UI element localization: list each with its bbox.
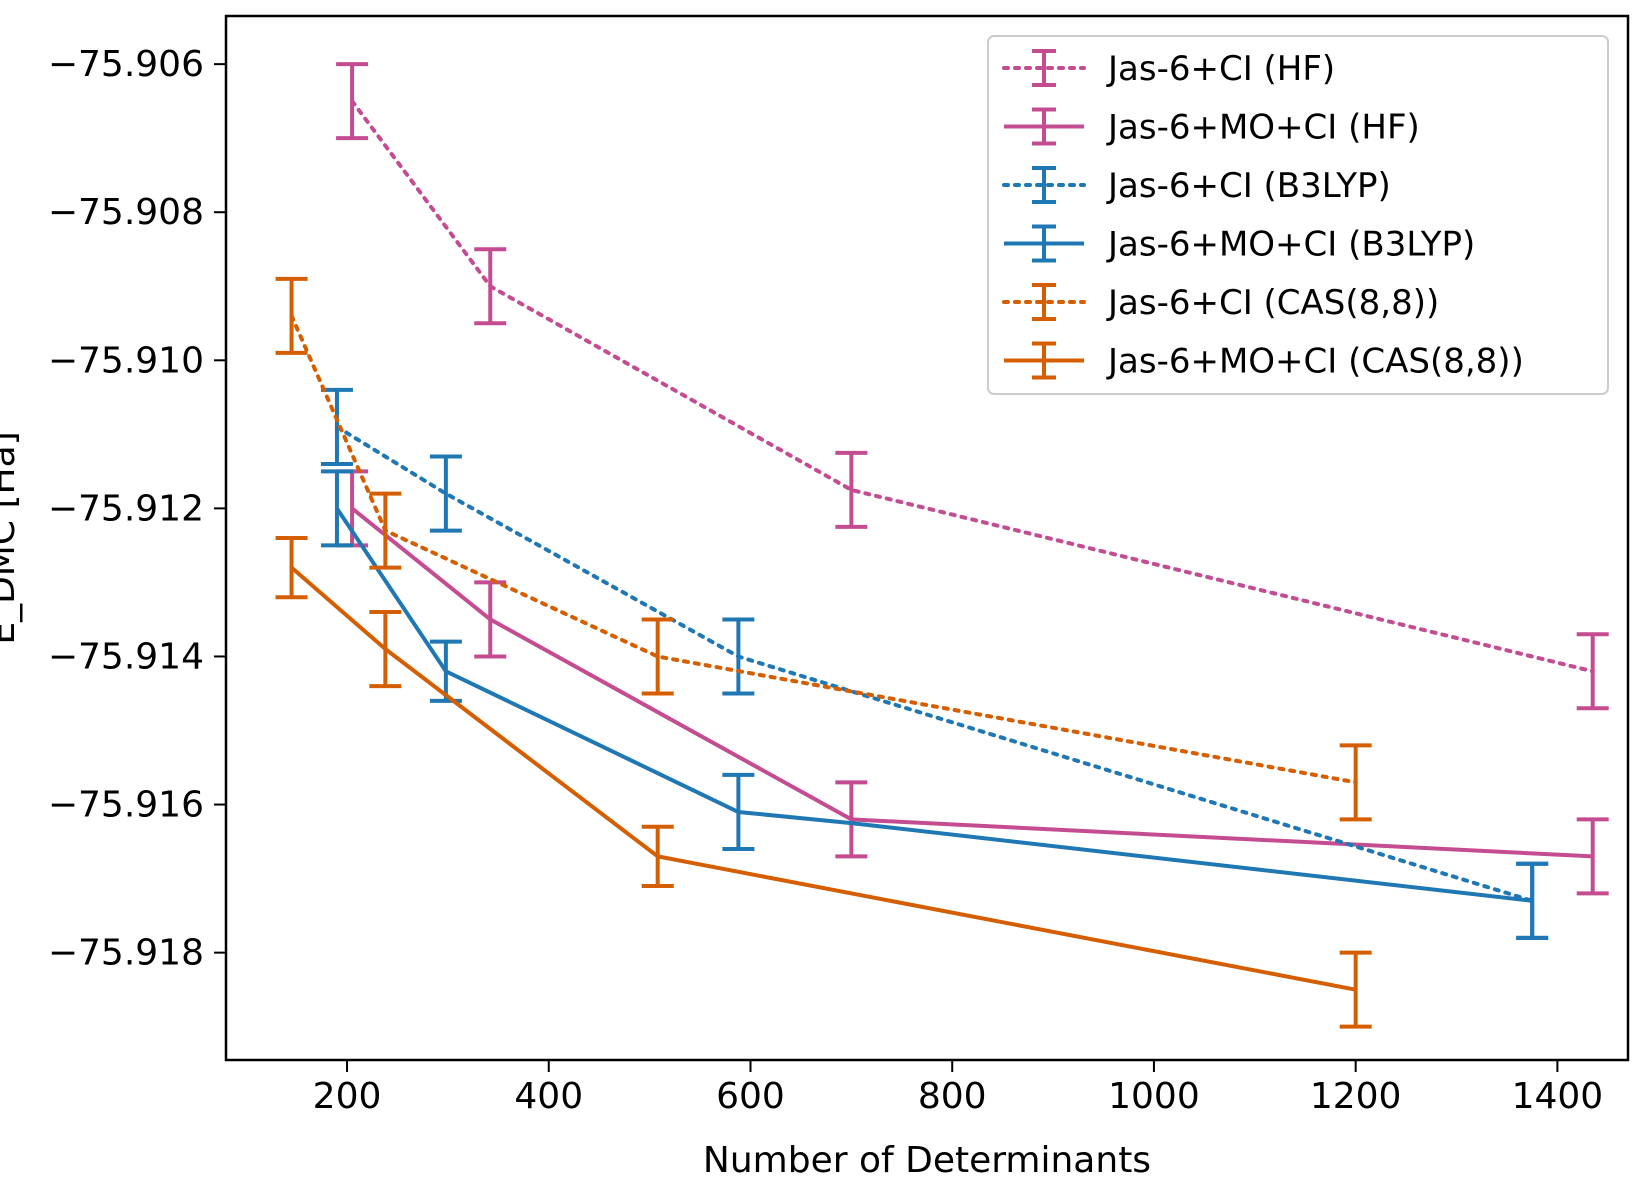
x-tick-label: 600 xyxy=(716,1076,785,1117)
legend: Jas-6+CI (HF) Jas-6+MO+CI (HF) Jas-6+CI (B… xyxy=(987,35,1609,395)
x-tick-label: 800 xyxy=(918,1076,987,1117)
x-tick-label: 200 xyxy=(313,1076,382,1117)
series-line xyxy=(350,99,1595,674)
series-0 xyxy=(336,62,1609,711)
series-2 xyxy=(320,387,1549,940)
series-line xyxy=(334,424,1535,903)
y-tick-label: −75.916 xyxy=(48,785,204,826)
y-tick-label: −75.906 xyxy=(48,44,204,85)
error-bar xyxy=(429,454,462,533)
legend-item: Jas-6+MO+CI (CAS(8,8)) xyxy=(1004,341,1524,382)
error-bar xyxy=(641,617,674,696)
x-tick-label: 1000 xyxy=(1108,1076,1200,1117)
y-tick-label: −75.908 xyxy=(48,192,204,233)
error-bar xyxy=(1576,817,1609,896)
error-bar xyxy=(474,580,507,659)
plot-frame xyxy=(224,14,1630,1062)
error-bar xyxy=(1576,632,1609,711)
error-bar xyxy=(722,772,755,851)
series-3 xyxy=(320,469,1549,940)
error-bar xyxy=(369,610,402,689)
y-axis-label: E_DMC [Ha] xyxy=(0,431,23,644)
legend-item: Jas-6+MO+CI (HF) xyxy=(1004,107,1420,148)
y-axis: −75.906 −75.908 −75.910 −75.912 −75.914 −75.9… xyxy=(48,44,226,974)
error-bar xyxy=(835,450,868,529)
error-bar xyxy=(429,639,462,703)
series-5 xyxy=(275,536,1372,1029)
legend-item: Jas-6+CI (CAS(8,8)) xyxy=(1002,283,1439,323)
x-tick-label: 1200 xyxy=(1310,1076,1402,1117)
x-axis: 200 400 600 800 1000 1200 1400 xyxy=(313,1060,1604,1117)
legend-box xyxy=(987,35,1609,395)
legend-label: Jas-6+CI (HF) xyxy=(1106,49,1335,89)
y-tick-label: −75.912 xyxy=(48,488,204,529)
series-1 xyxy=(336,469,1609,896)
error-bar xyxy=(369,491,402,570)
series-line xyxy=(350,506,1593,859)
y-tick-label: −75.918 xyxy=(48,933,204,974)
error-bar xyxy=(320,469,353,548)
error-bar xyxy=(320,387,353,466)
legend-label: Jas-6+CI (B3LYP) xyxy=(1106,166,1391,206)
error-bar xyxy=(336,62,369,141)
series-line xyxy=(289,313,1358,785)
error-bar xyxy=(1516,861,1549,940)
error-bar xyxy=(275,276,308,355)
legend-label: Jas-6+CI (CAS(8,8)) xyxy=(1106,283,1439,323)
legend-label: Jas-6+MO+CI (HF) xyxy=(1106,108,1420,148)
series-4 xyxy=(275,276,1372,822)
series-layer xyxy=(275,62,1609,1029)
error-bar xyxy=(1339,950,1372,1029)
error-bar xyxy=(1339,743,1372,822)
x-tick-label: 1400 xyxy=(1512,1076,1604,1117)
legend-label: Jas-6+MO+CI (CAS(8,8)) xyxy=(1106,342,1524,382)
legend-item: Jas-6+CI (B3LYP) xyxy=(1002,166,1391,206)
series-line xyxy=(290,566,1357,992)
error-bar xyxy=(275,536,308,600)
x-axis-label: Number of Determinants xyxy=(703,1140,1151,1181)
legend-item: Jas-6+CI (HF) xyxy=(1002,49,1335,89)
y-tick-label: −75.910 xyxy=(48,340,204,381)
error-bar xyxy=(835,780,868,859)
error-bar xyxy=(641,824,674,888)
y-tick-label: −75.914 xyxy=(48,636,204,677)
legend-label: Jas-6+MO+CI (B3LYP) xyxy=(1106,225,1475,265)
error-bar xyxy=(474,247,507,326)
error-bar xyxy=(722,617,755,696)
x-tick-label: 400 xyxy=(514,1076,583,1117)
legend-item: Jas-6+MO+CI (B3LYP) xyxy=(1004,224,1475,265)
